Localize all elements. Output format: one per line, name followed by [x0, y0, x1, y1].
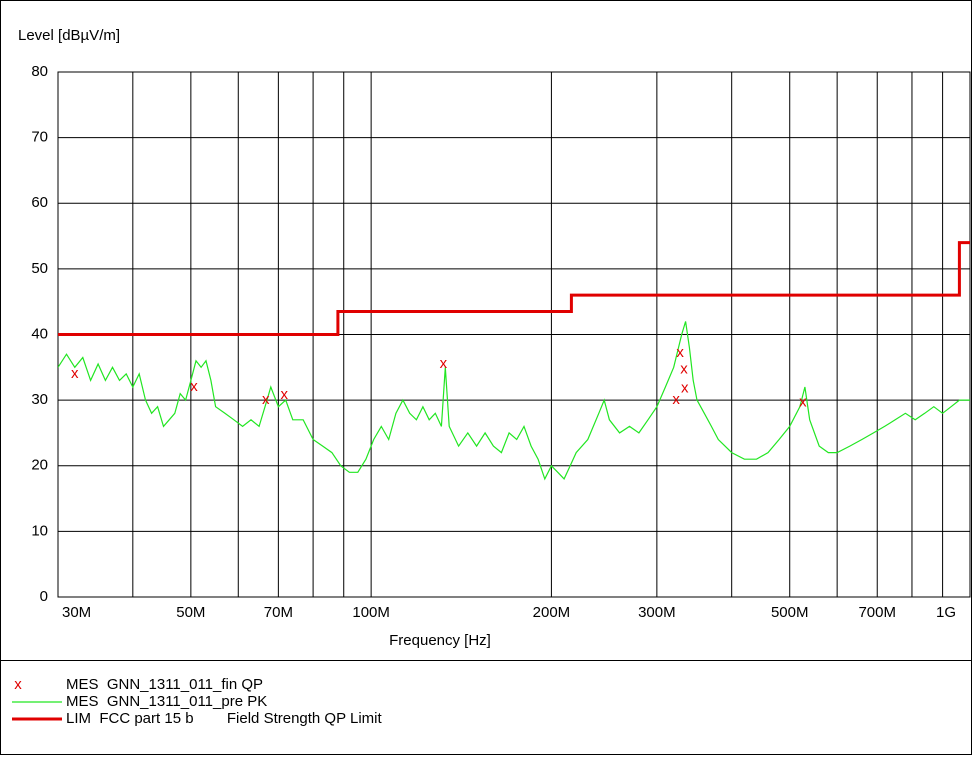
data-point: x: [681, 379, 689, 396]
data-point: x: [262, 391, 270, 408]
y-tick-label: 80: [31, 63, 48, 80]
y-tick-label: 70: [31, 129, 48, 146]
data-point: x: [672, 391, 680, 408]
x-tick-label: 50M: [176, 604, 205, 621]
y-tick-label: 40: [31, 325, 48, 342]
legend-label: MES GNN_1311_011_fin QP: [66, 676, 263, 693]
x-axis-label: Frequency [Hz]: [389, 632, 491, 649]
data-point: x: [799, 394, 807, 411]
y-tick-label: 0: [40, 588, 48, 605]
x-tick-label: 30M: [62, 604, 91, 621]
y-axis-title: Level [dBµV/m]: [18, 27, 120, 44]
data-point: x: [440, 355, 448, 372]
data-point: x: [71, 365, 79, 382]
x-tick-label: 100M: [352, 604, 390, 621]
trace-line: [58, 321, 970, 481]
data-point: x: [280, 386, 288, 403]
data-point: x: [190, 378, 198, 395]
limit-line: [58, 241, 970, 336]
y-tick-label: 50: [31, 260, 48, 277]
data-point: x: [676, 344, 684, 361]
legend-label: LIM FCC part 15 b Field Strength QP Limi…: [66, 710, 383, 727]
data-point: x: [680, 360, 688, 377]
x-tick-label: 70M: [264, 604, 293, 621]
x-tick-label: 700M: [858, 604, 896, 621]
x-tick-label: 500M: [771, 604, 809, 621]
x-tick-label: 200M: [533, 604, 571, 621]
y-tick-label: 10: [31, 522, 48, 539]
x-tick-label: 300M: [638, 604, 676, 621]
x-tick-label: 1G: [936, 604, 956, 621]
legend-symbol: x: [14, 676, 22, 693]
y-tick-label: 30: [31, 391, 48, 408]
y-tick-label: 60: [31, 194, 48, 211]
legend-label: MES GNN_1311_011_pre PK: [66, 693, 267, 710]
y-tick-label: 20: [31, 457, 48, 474]
